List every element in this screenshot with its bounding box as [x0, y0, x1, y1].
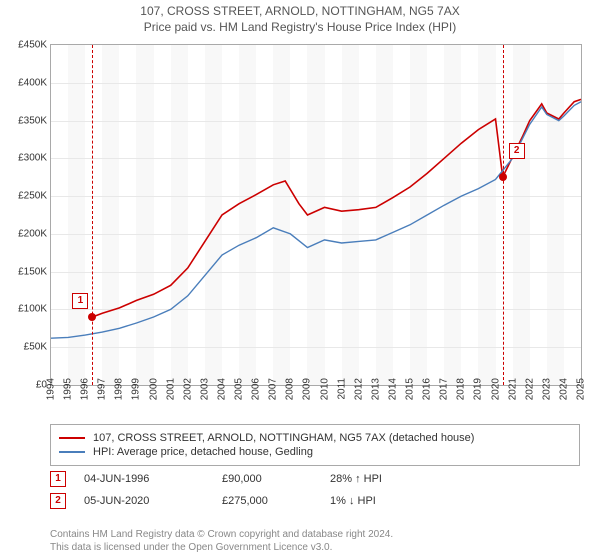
y-axis-tick: £150K	[18, 266, 51, 277]
x-axis-tick: 2022	[524, 378, 535, 400]
x-axis-tick: 2019	[473, 378, 484, 400]
y-axis-tick: £100K	[18, 304, 51, 315]
chart-legend: 107, CROSS STREET, ARNOLD, NOTTINGHAM, N…	[50, 424, 580, 466]
transaction-row: 2 05-JUN-2020 £275,000 1% ↓ HPI	[50, 490, 580, 512]
transaction-date: 05-JUN-2020	[84, 495, 204, 507]
x-axis-tick: 2000	[148, 378, 159, 400]
x-axis-tick: 2013	[370, 378, 381, 400]
transaction-index: 1	[50, 471, 66, 487]
x-axis-tick: 1997	[97, 378, 108, 400]
y-axis-tick: £350K	[18, 115, 51, 126]
legend-swatch	[59, 437, 85, 439]
x-axis-tick: 1994	[46, 378, 57, 400]
marker-label: 2	[509, 143, 525, 159]
chart-titles: 107, CROSS STREET, ARNOLD, NOTTINGHAM, N…	[0, 0, 600, 34]
transaction-row: 1 04-JUN-1996 £90,000 28% ↑ HPI	[50, 468, 580, 490]
x-axis-tick: 2023	[541, 378, 552, 400]
legend-text: 107, CROSS STREET, ARNOLD, NOTTINGHAM, N…	[93, 432, 474, 444]
chart-footnote: Contains HM Land Registry data © Crown c…	[50, 528, 580, 554]
marker-line	[92, 45, 93, 385]
x-axis-tick: 2021	[507, 378, 518, 400]
series-property	[92, 99, 581, 317]
transaction-price: £275,000	[222, 495, 312, 507]
y-axis-tick: £50K	[24, 342, 51, 353]
x-axis-tick: 2004	[216, 378, 227, 400]
x-axis-tick: 2008	[285, 378, 296, 400]
x-axis-tick: 2016	[422, 378, 433, 400]
y-axis-tick: £450K	[18, 40, 51, 51]
x-axis-tick: 2012	[353, 378, 364, 400]
transaction-index: 2	[50, 493, 66, 509]
legend-item: 107, CROSS STREET, ARNOLD, NOTTINGHAM, N…	[59, 431, 571, 445]
marker-label: 1	[72, 293, 88, 309]
marker-line	[503, 45, 504, 385]
footnote-line-2: This data is licensed under the Open Gov…	[50, 542, 332, 553]
chart-title: 107, CROSS STREET, ARNOLD, NOTTINGHAM, N…	[0, 4, 600, 18]
transaction-delta: 28% ↑ HPI	[330, 473, 440, 485]
y-axis-tick: £400K	[18, 77, 51, 88]
x-axis-tick: 2025	[576, 378, 587, 400]
y-axis-tick: £200K	[18, 228, 51, 239]
x-axis-tick: 2006	[251, 378, 262, 400]
chart-plot-area: £0£50K£100K£150K£200K£250K£300K£350K£400…	[50, 44, 582, 386]
y-axis-tick: £300K	[18, 153, 51, 164]
legend-swatch	[59, 451, 85, 453]
x-axis-tick: 1998	[114, 378, 125, 400]
x-axis-tick: 2020	[490, 378, 501, 400]
transaction-date: 04-JUN-1996	[84, 473, 204, 485]
marker-dot	[499, 173, 507, 181]
x-axis-tick: 2003	[199, 378, 210, 400]
y-axis-tick: £250K	[18, 191, 51, 202]
x-axis-tick: 2002	[182, 378, 193, 400]
x-axis-tick: 2017	[439, 378, 450, 400]
legend-text: HPI: Average price, detached house, Gedl…	[93, 446, 313, 458]
x-axis-tick: 2005	[234, 378, 245, 400]
chart-container: { "title_line1": "107, CROSS STREET, ARN…	[0, 0, 600, 560]
x-axis-tick: 2001	[165, 378, 176, 400]
transaction-price: £90,000	[222, 473, 312, 485]
legend-item: HPI: Average price, detached house, Gedl…	[59, 445, 571, 459]
transaction-table: 1 04-JUN-1996 £90,000 28% ↑ HPI 2 05-JUN-2020…	[50, 468, 580, 512]
chart-subtitle: Price paid vs. HM Land Registry's House …	[0, 20, 600, 34]
x-axis-tick: 2009	[302, 378, 313, 400]
x-axis-tick: 1996	[80, 378, 91, 400]
footnote-line-1: Contains HM Land Registry data © Crown c…	[50, 529, 393, 540]
x-axis-tick: 2024	[558, 378, 569, 400]
x-axis-tick: 2011	[336, 378, 347, 400]
x-axis-tick: 1995	[63, 378, 74, 400]
x-axis-tick: 2010	[319, 378, 330, 400]
x-axis-tick: 2018	[456, 378, 467, 400]
transaction-delta: 1% ↓ HPI	[330, 495, 440, 507]
x-axis-tick: 2015	[405, 378, 416, 400]
chart-lines	[51, 45, 581, 385]
x-axis-tick: 1999	[131, 378, 142, 400]
x-axis-tick: 2014	[387, 378, 398, 400]
marker-dot	[88, 313, 96, 321]
x-axis-tick: 2007	[268, 378, 279, 400]
